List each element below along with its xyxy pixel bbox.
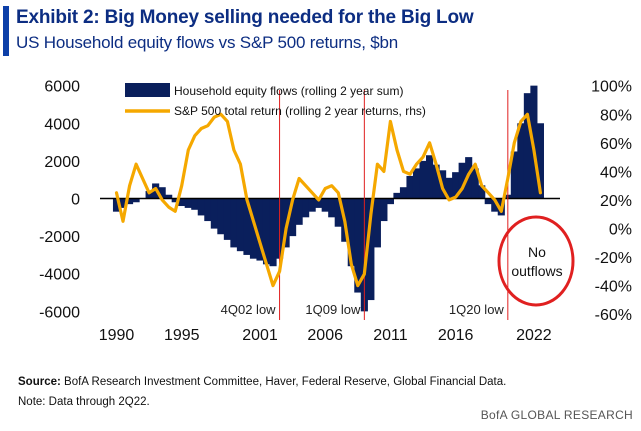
y-right-tick-label: 100%	[591, 79, 632, 96]
marker-label: 1Q20 low	[449, 302, 505, 317]
x-tick-label: 2006	[307, 327, 343, 344]
flow-bar	[217, 198, 225, 235]
x-tick-label: 2001	[242, 327, 278, 344]
flow-bar	[119, 198, 127, 208]
title-accent-bar	[3, 6, 9, 56]
flow-bar	[484, 198, 492, 205]
x-tick-label: 1990	[99, 327, 135, 344]
chart-footer: Source: BofA Research Investment Committ…	[18, 372, 506, 412]
x-tick-label: 1995	[164, 327, 200, 344]
y-left-tick-label: 6000	[44, 79, 80, 96]
marker-label: 1Q09 low	[305, 302, 361, 317]
x-tick-label: 2016	[438, 327, 474, 344]
flow-bar	[419, 160, 427, 199]
flow-bar	[523, 93, 531, 199]
y-right-tick-label: -40%	[595, 279, 632, 296]
flow-bar	[328, 198, 336, 218]
legend-swatch-bars	[125, 83, 170, 97]
y-right-tick-label: -20%	[595, 250, 632, 267]
flow-bar	[432, 164, 440, 199]
flow-bar	[223, 198, 231, 240]
flow-bar	[510, 151, 518, 199]
y-right-tick-label: 0%	[609, 221, 632, 238]
flow-bar	[112, 198, 121, 212]
flow-bar	[458, 162, 466, 199]
y-right-tick-label: 40%	[600, 164, 632, 181]
source-line: Source: BofA Research Investment Committ…	[18, 372, 506, 392]
callout-text-line-2: outflows	[511, 263, 562, 279]
flow-bar	[399, 187, 408, 199]
flow-bar	[315, 198, 323, 208]
y-right-tick-label: 20%	[600, 193, 632, 210]
flow-bar	[412, 168, 421, 199]
flow-bar	[204, 198, 212, 222]
chart-title: Exhibit 2: Big Money selling needed for …	[16, 7, 474, 28]
flow-bar	[334, 198, 342, 227]
flow-bar	[393, 192, 401, 199]
flow-bar	[269, 198, 277, 267]
flow-bar	[471, 168, 479, 199]
y-left-tick-label: -2000	[39, 229, 80, 246]
flow-bar	[262, 198, 271, 265]
source-text: BofA Research Investment Committee, Have…	[60, 376, 507, 388]
marker-label: 4Q02 low	[221, 302, 277, 317]
flow-bar	[478, 185, 486, 199]
callout-text-line-1: No	[528, 244, 546, 260]
sp500-return-line	[114, 112, 543, 288]
flow-bar	[517, 123, 525, 199]
flow-bar	[210, 198, 218, 229]
flow-bar	[132, 198, 140, 203]
flow-bar	[406, 175, 414, 199]
y-left-tick-label: 2000	[44, 154, 80, 171]
flow-bar	[367, 198, 375, 301]
callout-circle	[497, 215, 575, 307]
y-left-tick-label: -6000	[39, 304, 80, 321]
x-tick-label: 2011	[373, 327, 408, 344]
y-left-tick-label: -4000	[39, 267, 80, 284]
y-right-tick-label: -60%	[595, 307, 632, 324]
flow-bar	[445, 177, 453, 199]
flow-bar	[126, 198, 134, 205]
legend-label-bars: Household equity flows (rolling 2 year s…	[174, 84, 403, 98]
flow-bar	[230, 198, 238, 248]
flow-bar	[158, 187, 166, 199]
flow-bar	[452, 172, 460, 199]
flow-bar	[536, 123, 544, 199]
flow-bar	[289, 198, 297, 237]
flow-bar	[191, 198, 199, 210]
flow-bar	[256, 198, 264, 261]
flow-bar	[295, 198, 303, 225]
data-note: Note: Data through 2Q22.	[18, 396, 150, 408]
flow-bar	[373, 198, 381, 248]
flow-bar	[380, 198, 388, 222]
flow-bar	[249, 198, 258, 259]
flow-bar	[197, 198, 205, 216]
flow-bar	[426, 155, 434, 199]
flow-bar	[165, 194, 173, 199]
flow-bar	[354, 198, 362, 293]
y-left-tick-label: 0	[71, 192, 80, 209]
flow-bar	[491, 198, 499, 212]
y-left-tick-label: 4000	[44, 116, 80, 133]
flow-bar	[145, 190, 153, 199]
y-right-tick-label: 60%	[600, 136, 632, 153]
flow-bar	[171, 198, 179, 203]
legend-label-line: S&P 500 total return (rolling 2 year ret…	[174, 104, 426, 118]
flow-bar	[302, 198, 310, 218]
flow-bar	[321, 198, 329, 212]
flow-bar	[178, 198, 186, 207]
flow-bar	[386, 198, 394, 205]
y-right-tick-label: 80%	[600, 107, 632, 124]
flow-bar	[308, 198, 316, 212]
chart-svg: 4Q02 low 1Q09 low 1Q20 low -6000 -4000 -2000 0…	[39, 79, 632, 344]
chart-subtitle: US Household equity flows vs S&P 500 ret…	[16, 33, 399, 52]
flow-bar	[347, 198, 355, 267]
x-tick-label: 2022	[516, 327, 552, 344]
source-label: Source:	[18, 376, 61, 388]
flow-bar	[243, 198, 251, 255]
brand-label: BofA GLOBAL RESEARCH	[480, 408, 633, 422]
flow-bar	[236, 198, 244, 252]
flow-bar	[184, 198, 192, 208]
